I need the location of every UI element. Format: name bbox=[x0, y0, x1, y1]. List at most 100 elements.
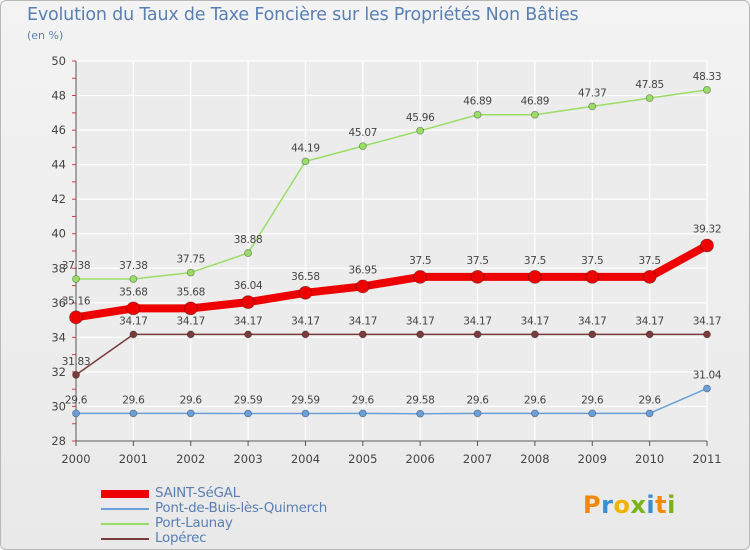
legend-swatch bbox=[101, 538, 149, 540]
logo-letter: x bbox=[630, 491, 647, 519]
data-label: 29.58 bbox=[406, 395, 435, 407]
data-point bbox=[186, 330, 195, 339]
data-point bbox=[645, 409, 654, 418]
data-point bbox=[129, 275, 138, 283]
x-tick-label: 2001 bbox=[119, 452, 148, 466]
data-point bbox=[183, 301, 198, 316]
logo-letter: i bbox=[646, 491, 656, 519]
data-point bbox=[301, 409, 310, 418]
data-label: 37.75 bbox=[176, 254, 205, 266]
y-tick-label: 32 bbox=[51, 365, 66, 379]
data-label: 35.16 bbox=[62, 295, 91, 307]
x-tick-label: 2007 bbox=[463, 452, 492, 466]
data-point bbox=[244, 330, 252, 339]
data-label: 46.89 bbox=[521, 96, 550, 108]
legend-swatch bbox=[101, 490, 149, 498]
data-label: 36.95 bbox=[349, 264, 378, 276]
y-tick-label: 46 bbox=[51, 123, 66, 137]
y-tick-label: 44 bbox=[51, 158, 66, 172]
data-point bbox=[585, 270, 600, 284]
series-line-1 bbox=[75, 387, 708, 415]
data-point bbox=[470, 270, 485, 284]
data-point bbox=[645, 94, 654, 103]
legend-label: Lopérec bbox=[155, 530, 207, 546]
data-point bbox=[642, 270, 657, 284]
data-point bbox=[301, 330, 310, 339]
x-tick-label: 2008 bbox=[520, 452, 549, 466]
logo-letter: P bbox=[583, 491, 602, 519]
y-tick-label: 30 bbox=[51, 399, 66, 413]
data-point bbox=[703, 85, 711, 94]
series-line-2 bbox=[75, 89, 708, 280]
data-point bbox=[416, 330, 425, 339]
data-label: 34.17 bbox=[635, 315, 664, 327]
data-point bbox=[700, 238, 714, 253]
data-label: 29.6 bbox=[466, 394, 489, 406]
data-label: 46.89 bbox=[463, 96, 492, 108]
legend-swatch bbox=[101, 523, 149, 525]
data-point bbox=[241, 295, 255, 310]
x-tick-label: 2009 bbox=[578, 452, 607, 466]
data-point bbox=[72, 409, 80, 418]
legend-label: SAINT-SéGAL bbox=[155, 485, 240, 501]
y-tick-label: 40 bbox=[51, 227, 66, 241]
data-label: 29.6 bbox=[65, 394, 88, 406]
x-tick-label: 2006 bbox=[406, 452, 435, 466]
data-label: 29.6 bbox=[581, 394, 604, 406]
data-label: 29.6 bbox=[352, 394, 375, 406]
data-label: 29.59 bbox=[291, 395, 320, 407]
x-tick-label: 2005 bbox=[348, 452, 377, 466]
data-label: 34.17 bbox=[349, 315, 378, 327]
data-label: 47.37 bbox=[578, 87, 607, 99]
legend-swatch bbox=[101, 508, 149, 510]
data-point bbox=[358, 409, 367, 418]
x-tick-label: 2011 bbox=[692, 452, 721, 466]
data-label: 45.96 bbox=[406, 112, 435, 124]
logo-letter: o bbox=[613, 491, 631, 519]
data-label: 37.38 bbox=[62, 260, 91, 272]
y-axis-unit-label: (en %) bbox=[27, 29, 64, 42]
data-point bbox=[416, 409, 425, 418]
data-label: 36.58 bbox=[291, 271, 320, 283]
data-label: 35.68 bbox=[176, 286, 205, 298]
y-tick-label: 38 bbox=[51, 261, 66, 275]
data-label: 34.17 bbox=[521, 315, 550, 327]
data-point bbox=[588, 409, 597, 418]
data-label: 47.85 bbox=[635, 79, 664, 91]
y-tick-label: 28 bbox=[51, 434, 66, 448]
data-label: 34.17 bbox=[119, 315, 148, 327]
data-label: 29.59 bbox=[234, 395, 263, 407]
data-point bbox=[416, 126, 425, 135]
series-line-0 bbox=[72, 241, 711, 322]
data-label: 29.6 bbox=[639, 394, 662, 406]
data-label: 36.04 bbox=[234, 280, 263, 292]
data-point bbox=[703, 384, 711, 393]
data-point bbox=[528, 270, 542, 284]
data-label: 37.5 bbox=[466, 255, 488, 267]
data-point bbox=[358, 142, 367, 151]
logo-letter: i bbox=[667, 491, 676, 519]
data-point bbox=[358, 330, 367, 339]
chart-title: Evolution du Taux de Taxe Foncière sur l… bbox=[27, 5, 579, 25]
data-point bbox=[588, 102, 597, 111]
y-tick-label: 36 bbox=[51, 296, 66, 310]
data-label: 45.07 bbox=[349, 127, 378, 139]
data-point bbox=[473, 330, 482, 339]
data-label: 37.5 bbox=[639, 255, 661, 267]
data-point bbox=[473, 110, 482, 119]
data-label: 39.32 bbox=[693, 223, 722, 235]
data-label: 44.19 bbox=[291, 142, 320, 154]
y-tick-label: 42 bbox=[51, 192, 66, 206]
data-label: 37.38 bbox=[119, 260, 148, 272]
x-tick-label: 2002 bbox=[176, 452, 205, 466]
data-label: 34.17 bbox=[234, 315, 263, 327]
data-label: 34.17 bbox=[693, 315, 722, 327]
data-point bbox=[531, 110, 539, 119]
data-point bbox=[129, 409, 138, 418]
y-tick-label: 34 bbox=[51, 330, 66, 344]
data-label: 38.88 bbox=[234, 234, 263, 246]
data-point bbox=[413, 270, 428, 284]
data-label: 34.17 bbox=[291, 315, 320, 327]
data-point bbox=[186, 409, 195, 418]
x-tick-label: 2000 bbox=[61, 452, 90, 466]
